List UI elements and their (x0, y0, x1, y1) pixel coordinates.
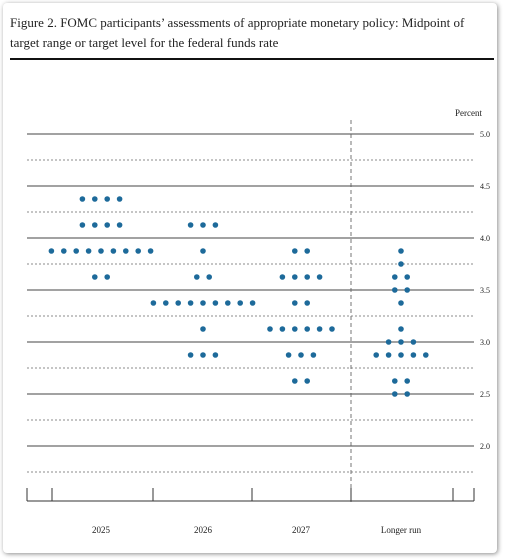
participant-dot (398, 261, 404, 267)
participant-dot (92, 222, 98, 228)
x-category-label: Longer run (381, 525, 422, 535)
participant-dot (61, 248, 67, 254)
participant-dot (385, 352, 392, 358)
participant-dot (212, 222, 219, 228)
y-tick-label: 5.0 (480, 130, 490, 139)
participant-dot (175, 300, 181, 306)
unit-label: Percent (455, 108, 482, 118)
participant-dot (92, 274, 98, 280)
participant-dot (206, 274, 212, 280)
participant-dot (85, 248, 92, 254)
participant-dot (163, 300, 169, 306)
participant-dot (225, 300, 231, 306)
figure-frame: Figure 2. FOMC participants’ assessments… (3, 3, 497, 553)
participant-dot (304, 274, 311, 280)
participant-dot (392, 391, 398, 397)
x-category-label: 2025 (92, 525, 111, 535)
participant-dot (200, 248, 206, 254)
participant-dot (329, 326, 335, 332)
participant-dot (279, 326, 286, 332)
participant-dot (123, 248, 129, 254)
figure-title: Figure 2. FOMC participants’ assessments… (10, 15, 465, 50)
participant-dot (398, 339, 404, 345)
participant-dot (104, 274, 110, 280)
participant-dot (404, 274, 411, 280)
participant-dot (392, 287, 398, 293)
participant-dot (410, 339, 417, 345)
participant-dot (104, 222, 110, 228)
x-category-label: 2026 (194, 525, 213, 535)
participant-dot (392, 274, 398, 280)
participant-dot (285, 352, 292, 358)
participant-dot (200, 352, 206, 358)
participant-dot (187, 300, 194, 306)
participant-dot (398, 300, 404, 306)
participant-dot (292, 378, 298, 384)
participant-dot (404, 287, 411, 293)
participant-dot (150, 300, 157, 306)
participant-dot (304, 300, 311, 306)
participant-dot (398, 248, 404, 254)
participant-dot (104, 196, 110, 202)
participant-dot (79, 196, 86, 202)
y-tick-label: 4.5 (480, 182, 490, 191)
participant-dot (147, 248, 154, 254)
participant-dot (373, 352, 380, 358)
x-category-label: 2027 (292, 525, 311, 535)
participant-dot (200, 300, 206, 306)
participant-dot (110, 248, 117, 254)
participant-dot (200, 222, 206, 228)
participant-dot (292, 248, 298, 254)
y-tick-label: 3.5 (480, 286, 490, 295)
participant-dot (212, 352, 219, 358)
participant-dot (187, 222, 194, 228)
participant-dot (135, 248, 141, 254)
participant-dot (404, 378, 411, 384)
participant-dot (292, 274, 298, 280)
y-tick-label: 2.0 (480, 442, 490, 451)
participant-dot (279, 274, 286, 280)
participant-dot (292, 326, 298, 332)
participant-dot (298, 352, 304, 358)
y-tick-label: 2.5 (480, 390, 490, 399)
participant-dot (48, 248, 55, 254)
participant-dot (92, 196, 98, 202)
participant-dot (116, 222, 123, 228)
y-tick-label: 4.0 (480, 234, 490, 243)
participant-dot (385, 339, 392, 345)
participant-dot (237, 300, 243, 306)
dot-plot-chart: 2.0 2.5 3.0 3.5 4.0 4.5 5.0 Percent 2025 2026 2027… (26, 108, 490, 535)
y-tick-label: 3.0 (480, 338, 490, 347)
participant-dot (316, 326, 323, 332)
title-rule (10, 58, 494, 60)
participant-dot (304, 378, 311, 384)
participant-dot (392, 378, 398, 384)
participant-dot (398, 352, 404, 358)
participant-dot (398, 326, 404, 332)
participant-dot (304, 326, 311, 332)
participant-dot (404, 391, 411, 397)
participant-dot (200, 326, 206, 332)
participant-dot (410, 352, 417, 358)
participant-dot (249, 300, 256, 306)
participant-dot (292, 300, 298, 306)
participant-dot (423, 352, 429, 358)
participant-dot (267, 326, 273, 332)
participant-dot (310, 352, 317, 358)
participant-dot (316, 274, 323, 280)
participant-dot (187, 352, 194, 358)
participant-dot (73, 248, 79, 254)
participant-dot (116, 196, 123, 202)
participant-dot (194, 274, 200, 280)
participant-dot (98, 248, 104, 254)
participant-dot (79, 222, 86, 228)
participant-dot (212, 300, 219, 306)
participant-dot (304, 248, 311, 254)
